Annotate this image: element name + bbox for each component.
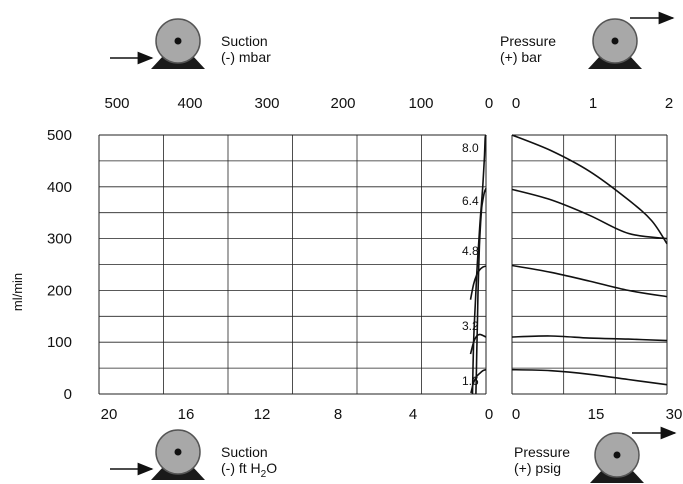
y-tick-label: 0 bbox=[64, 386, 72, 403]
suction-bottom-tick-label: 8 bbox=[334, 406, 342, 423]
curve-label: 3.2 bbox=[462, 319, 479, 333]
suction-curve-4-8 bbox=[469, 265, 487, 300]
pressure-curve-6-4 bbox=[511, 188, 668, 240]
pump-shaft bbox=[174, 448, 182, 456]
suction-top-title: Suction bbox=[221, 33, 268, 49]
pressure-bottom-tick-label: 30 bbox=[666, 406, 683, 423]
pressure-top-unit: (+) bar bbox=[500, 49, 542, 65]
suction-bottom-tick-label: 0 bbox=[485, 406, 493, 423]
suction-top-tick-label: 300 bbox=[254, 95, 279, 112]
pump-shaft bbox=[611, 37, 619, 45]
suction-top-tick-label: 500 bbox=[104, 95, 129, 112]
suction-top-tick-label: 0 bbox=[485, 95, 493, 112]
suction-curve-1-6 bbox=[470, 368, 487, 394]
pressure-top-title: Pressure bbox=[500, 33, 557, 49]
curve-label: 8.0 bbox=[462, 141, 479, 155]
pressure-bottom-tick-label: 0 bbox=[512, 406, 520, 423]
suction-bottom-tick-label: 16 bbox=[178, 406, 195, 423]
curve-label: 4.8 bbox=[462, 244, 479, 258]
pressure-panel: 0 1 2 0 15 30 bbox=[511, 95, 683, 423]
curve-label: 1.6 bbox=[462, 374, 479, 388]
suction-top-tick-label: 100 bbox=[408, 95, 433, 112]
curve-label: 6.4 bbox=[462, 194, 479, 208]
pressure-top-tick-label: 1 bbox=[589, 95, 597, 112]
pressure-top-tick-label: 0 bbox=[512, 95, 520, 112]
suction-bottom-tick-label: 12 bbox=[254, 406, 271, 423]
suction-bottom-title: Suction bbox=[221, 444, 268, 460]
y-axis-label: ml/min bbox=[10, 273, 25, 311]
pressure-bottom-tick-label: 15 bbox=[588, 406, 605, 423]
suction-top-tick-label: 400 bbox=[177, 95, 202, 112]
suction-top-label: Suction (-) mbar bbox=[221, 33, 271, 65]
suction-bottom-unit: (-) ft H2O bbox=[221, 460, 278, 480]
suction-curve-3-2 bbox=[469, 333, 487, 355]
pressure-bottom-pump-icon bbox=[590, 432, 644, 483]
suction-panel: 500 400 300 200 100 0 20 16 12 8 4 0 8.0 6.4 4.8 3.2 1.6 bbox=[98, 95, 493, 423]
pressure-bottom-label: Pressure (+) psig bbox=[514, 444, 570, 476]
pressure-top-tick-label: 2 bbox=[665, 95, 673, 112]
pressure-curve-1-6 bbox=[511, 368, 668, 386]
y-tick-label: 200 bbox=[47, 282, 72, 299]
pressure-curve-8-0 bbox=[511, 134, 668, 245]
pressure-curve-3-2 bbox=[511, 335, 668, 342]
suction-bottom-tick-label: 4 bbox=[409, 406, 417, 423]
suction-curve-6-4 bbox=[475, 188, 487, 395]
suction-bottom-tick-label: 20 bbox=[101, 406, 118, 423]
suction-bottom-label: Suction (-) ft H2O bbox=[221, 444, 277, 483]
pump-shaft bbox=[613, 451, 621, 459]
y-tick-label: 300 bbox=[47, 231, 72, 248]
pressure-top-label: Pressure (+) bar bbox=[500, 33, 556, 65]
y-tick-label: 400 bbox=[47, 179, 72, 196]
pressure-bottom-unit: (+) psig bbox=[514, 460, 562, 476]
suction-top-unit: (-) mbar bbox=[221, 49, 271, 65]
suction-top-pump-icon bbox=[151, 18, 205, 69]
suction-top-tick-label: 200 bbox=[330, 95, 355, 112]
pump-shaft bbox=[174, 37, 182, 45]
pressure-top-pump-icon bbox=[588, 18, 642, 69]
suction-bottom-pump-icon bbox=[151, 429, 205, 480]
y-tick-label: 100 bbox=[47, 334, 72, 351]
pressure-curve-4-8 bbox=[511, 264, 668, 298]
pressure-bottom-title: Pressure bbox=[514, 444, 571, 460]
y-tick-label: 500 bbox=[47, 127, 72, 144]
